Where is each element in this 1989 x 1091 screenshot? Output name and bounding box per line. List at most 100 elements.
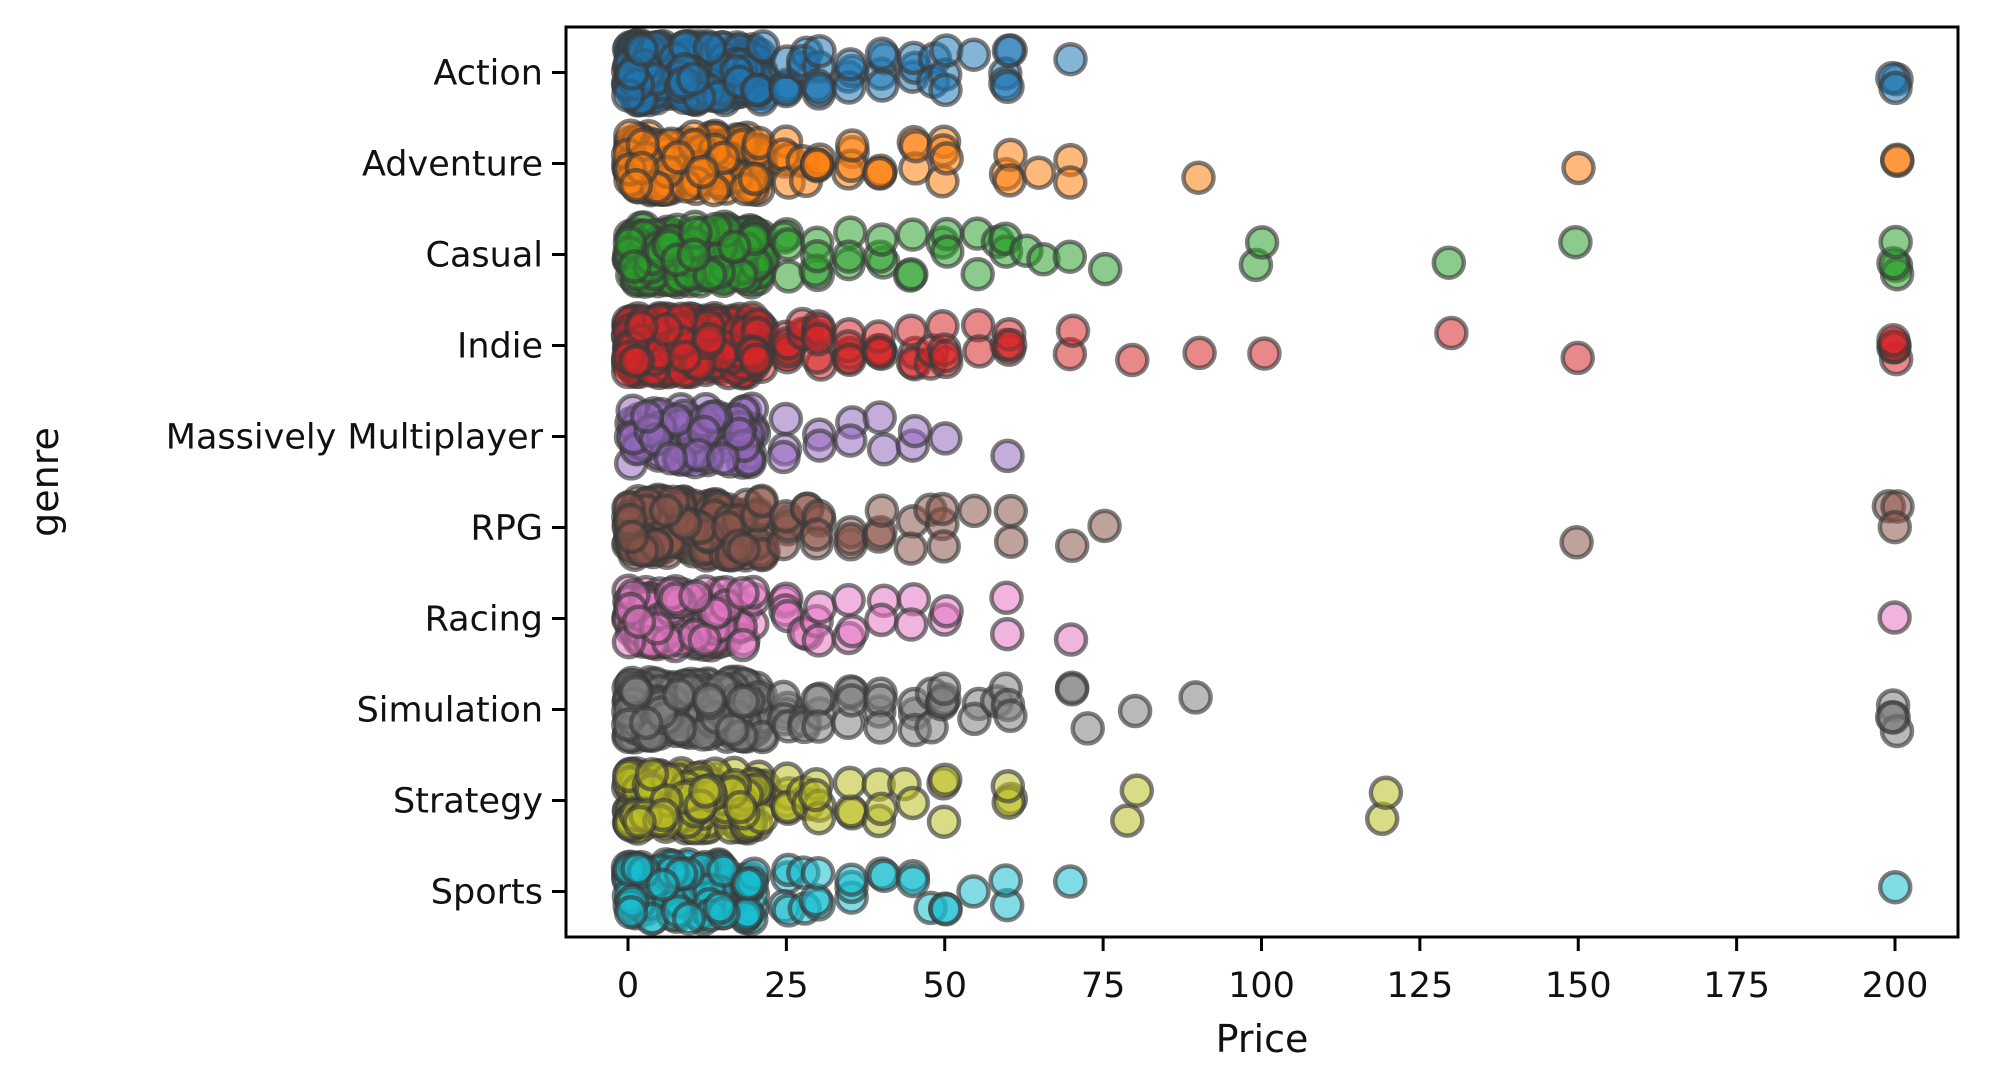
- data-point: [648, 493, 684, 529]
- data-point: [802, 589, 838, 625]
- data-point: [676, 237, 712, 273]
- data-point: [730, 866, 766, 901]
- data-point: [1055, 313, 1091, 348]
- y-axis-label: genre: [23, 427, 67, 537]
- data-point: [702, 890, 738, 925]
- data-point: [831, 239, 867, 274]
- data-point: [893, 607, 929, 642]
- data-point: [898, 128, 934, 164]
- data-point: [1052, 239, 1088, 274]
- series-racing: [611, 573, 1912, 664]
- data-point: [613, 895, 649, 930]
- x-tick-label: 50: [922, 966, 967, 1006]
- data-point: [930, 234, 965, 269]
- data-point: [990, 768, 1026, 804]
- x-tick-label: 25: [764, 966, 809, 1006]
- data-point: [692, 321, 727, 357]
- x-axis-ticks: 0 25 50 75 100 125 150 175 200: [617, 937, 1928, 1006]
- data-point: [622, 804, 657, 840]
- data-point: [832, 342, 867, 378]
- data-point: [705, 441, 741, 476]
- data-point: [618, 674, 654, 710]
- data-point: [864, 791, 899, 827]
- data-point: [1879, 142, 1915, 178]
- data-point: [620, 851, 655, 886]
- series-rpg: [611, 482, 1915, 573]
- data-point: [893, 531, 929, 566]
- y-tick-label-simulation: Simulation: [357, 691, 543, 731]
- data-point: [723, 789, 758, 825]
- data-point: [832, 765, 868, 801]
- data-point: [653, 441, 689, 476]
- data-point: [833, 794, 869, 829]
- data-point: [864, 602, 899, 638]
- data-point: [866, 432, 902, 467]
- data-point: [1434, 315, 1469, 351]
- data-point: [895, 785, 931, 821]
- x-tick-label: 100: [1228, 966, 1295, 1006]
- y-tick-label-action: Action: [433, 54, 543, 94]
- data-point: [929, 33, 964, 68]
- data-point: [925, 491, 960, 527]
- data-point: [864, 36, 900, 72]
- data-point: [867, 858, 902, 894]
- data-point: [990, 438, 1025, 474]
- data-point: [1181, 160, 1216, 195]
- data-point: [726, 531, 761, 567]
- y-tick-label-indie: Indie: [457, 327, 543, 367]
- data-point: [957, 493, 992, 529]
- data-point: [833, 423, 868, 458]
- data-point: [634, 757, 670, 792]
- data-point: [1087, 251, 1123, 287]
- x-tick-label: 0: [617, 966, 639, 1006]
- data-point: [928, 421, 963, 456]
- data-point: [676, 61, 711, 96]
- data-point: [766, 439, 801, 475]
- data-point: [725, 684, 761, 719]
- data-point: [831, 582, 866, 618]
- data-point: [864, 493, 900, 528]
- data-point: [801, 709, 836, 744]
- data-point: [962, 334, 997, 369]
- data-point: [770, 227, 806, 262]
- data-point: [960, 256, 995, 292]
- data-point: [989, 616, 1025, 652]
- data-point: [691, 682, 727, 717]
- data-point: [834, 683, 869, 718]
- data-point: [1053, 41, 1088, 77]
- y-tick-label-sports: Sports: [431, 873, 543, 913]
- data-point: [833, 521, 869, 557]
- data-point: [1368, 775, 1404, 810]
- data-point: [1182, 335, 1217, 371]
- data-point: [926, 529, 961, 564]
- data-points-layer: [610, 27, 1915, 937]
- series-simulation: [611, 664, 1915, 755]
- data-point: [1247, 336, 1282, 371]
- y-tick-label-massively-multiplayer: Massively Multiplayer: [166, 418, 544, 458]
- data-point: [1117, 693, 1153, 729]
- data-point: [1054, 528, 1090, 564]
- data-point: [802, 428, 837, 463]
- data-point: [1877, 600, 1912, 635]
- data-point: [799, 147, 835, 182]
- data-point: [929, 593, 964, 629]
- data-point: [926, 671, 962, 707]
- data-point: [628, 705, 664, 741]
- data-point: [993, 698, 1028, 734]
- data-point: [989, 580, 1024, 616]
- data-point: [992, 163, 1027, 198]
- data-point: [988, 863, 1023, 898]
- data-point: [745, 29, 781, 64]
- data-point: [895, 863, 931, 899]
- data-point: [1052, 864, 1088, 899]
- data-point: [1070, 711, 1105, 746]
- data-point: [725, 627, 761, 663]
- data-point: [1877, 509, 1913, 545]
- data-point: [895, 217, 930, 252]
- data-point: [1559, 525, 1594, 560]
- y-tick-label-casual: Casual: [426, 236, 543, 276]
- data-point: [1178, 680, 1213, 715]
- data-point: [624, 309, 659, 345]
- data-point: [863, 710, 898, 745]
